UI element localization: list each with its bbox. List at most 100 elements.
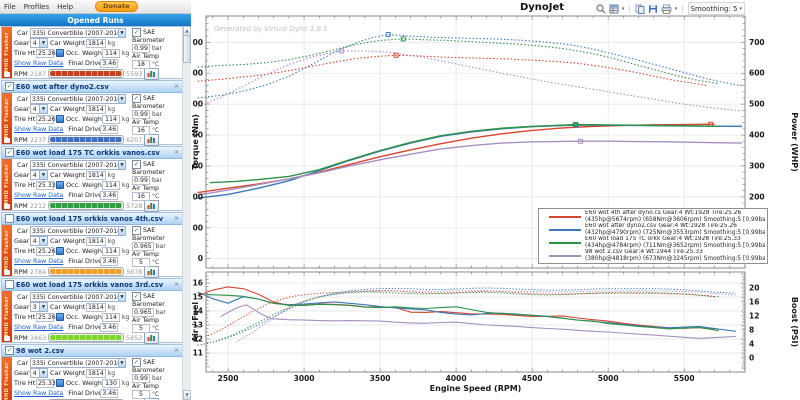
occ-weight-field[interactable]: 114 <box>102 48 120 58</box>
table-icon[interactable] <box>609 4 619 14</box>
tire-ht-field[interactable]: 25.26 <box>36 312 56 322</box>
sae-checkbox[interactable]: ✓ <box>132 358 141 367</box>
occ-weight-field[interactable]: 114 <box>102 246 120 256</box>
show-raw-data-link[interactable]: Show Raw Data <box>14 257 64 265</box>
gear-select[interactable]: 4 ▼ <box>30 38 48 48</box>
final-drive-field[interactable]: 3.46 <box>100 190 119 200</box>
car-weight-field[interactable]: 1814 <box>86 236 106 246</box>
occ-weight-field[interactable]: 114 <box>102 114 120 124</box>
occ-weight-field[interactable]: 114 <box>102 312 120 322</box>
close-icon[interactable]: ✕ <box>173 83 179 90</box>
menu-profiles[interactable]: Profiles <box>23 2 50 11</box>
mhd-flasher-ad[interactable]: MHD Flasher <box>2 225 12 276</box>
rpm-range-slider[interactable] <box>48 267 125 276</box>
mhd-flasher-ad[interactable]: MHD Flasher <box>2 93 12 144</box>
gear-select[interactable]: 4 ▼ <box>30 104 48 114</box>
smoothing-dropdown[interactable]: Smoothing: 5 ▾ <box>687 2 745 15</box>
print-dropdown-icon[interactable]: ▾ <box>674 5 678 12</box>
run-panel-titlebar[interactable]: ✓ E60 wot load 175 TC orkkis vanos.csv ✕ <box>2 147 182 159</box>
run-panel-titlebar[interactable]: ✓ E60 wot after dyno2.csv ✕ <box>2 81 182 93</box>
mhd-flasher-ad[interactable]: MHD Flasher <box>2 357 12 400</box>
show-raw-data-link[interactable]: Show Raw Data <box>14 389 64 397</box>
occ-weight-field[interactable]: 114 <box>102 180 120 190</box>
copy-icon[interactable] <box>635 4 645 14</box>
occ-weight-field[interactable]: 130 <box>102 378 120 388</box>
final-drive-field[interactable]: 3.46 <box>100 388 119 398</box>
mhd-flasher-ad[interactable]: MHD Flasher <box>2 27 12 78</box>
rpm-range-slider[interactable] <box>48 135 125 144</box>
barometer-field[interactable]: 0.99 <box>132 374 150 383</box>
view-graph-button[interactable] <box>144 199 160 212</box>
close-icon[interactable]: ✕ <box>173 281 179 288</box>
close-icon[interactable]: ✕ <box>173 149 179 156</box>
menu-file[interactable]: File <box>4 2 16 11</box>
car-select[interactable]: 335i Convertible (2007-2010) [A▼ <box>30 292 126 302</box>
run-visibility-checkbox[interactable] <box>5 214 14 223</box>
sidebar-scrollbar[interactable]: ▲ ▼ <box>182 26 191 400</box>
scroll-down-icon[interactable]: ▼ <box>183 390 191 400</box>
scrollbar-thumb[interactable] <box>183 35 191 63</box>
show-raw-data-link[interactable]: Show Raw Data <box>14 59 64 67</box>
run-panel-titlebar[interactable]: E60 wot load 175 orkkis vanos 4th.csv ✕ <box>2 213 182 225</box>
barometer-field[interactable]: 0.965 <box>132 242 154 251</box>
car-select[interactable]: 335i Convertible (2007-2010) [A▼ <box>30 358 126 368</box>
final-drive-field[interactable]: 3.46 <box>100 58 119 68</box>
air-temp-field[interactable]: 18 <box>132 60 150 69</box>
tire-calc-icon[interactable] <box>56 379 64 387</box>
final-drive-field[interactable]: 3.46 <box>100 124 119 134</box>
final-drive-field[interactable]: 3.46 <box>100 256 119 266</box>
tire-ht-field[interactable]: 25.33 <box>36 180 56 190</box>
tire-calc-icon[interactable] <box>56 115 64 123</box>
gear-select[interactable]: 4 ▼ <box>30 368 48 378</box>
barometer-field[interactable]: 0.99 <box>132 176 150 185</box>
barometer-field[interactable]: 0.965 <box>132 308 154 317</box>
air-temp-field[interactable]: 16 <box>132 126 150 135</box>
sae-checkbox[interactable]: ✓ <box>132 226 141 235</box>
gear-select[interactable]: 4 ▼ <box>30 170 48 180</box>
tire-ht-field[interactable]: 25.26 <box>36 48 56 58</box>
print-icon[interactable] <box>661 4 672 14</box>
show-raw-data-link[interactable]: Show Raw Data <box>14 125 64 133</box>
barometer-field[interactable]: 0.99 <box>132 44 150 53</box>
tire-calc-icon[interactable] <box>56 181 64 189</box>
rpm-range-slider[interactable] <box>48 201 125 210</box>
gear-select[interactable]: 4 ▼ <box>30 236 48 246</box>
close-icon[interactable]: ✕ <box>173 215 179 222</box>
view-graph-button[interactable] <box>144 331 160 344</box>
sae-checkbox[interactable]: ✓ <box>132 94 141 103</box>
run-visibility-checkbox[interactable] <box>5 280 14 289</box>
run-visibility-checkbox[interactable]: ✓ <box>5 148 14 157</box>
run-visibility-checkbox[interactable]: ✓ <box>5 346 14 355</box>
view-graph-button[interactable] <box>144 67 160 80</box>
air-temp-field[interactable]: 5 <box>132 324 150 333</box>
tire-ht-field[interactable]: 25.33 <box>36 378 56 388</box>
close-icon[interactable]: ✕ <box>173 347 179 354</box>
sae-checkbox[interactable]: ✓ <box>132 160 141 169</box>
view-graph-button[interactable] <box>144 265 160 278</box>
rpm-range-slider[interactable] <box>48 333 125 342</box>
car-weight-field[interactable]: 1814 <box>86 368 106 378</box>
view-graph-button[interactable] <box>144 133 160 146</box>
car-weight-field[interactable]: 1814 <box>86 170 106 180</box>
save-icon[interactable] <box>648 4 658 14</box>
sae-checkbox[interactable]: ✓ <box>132 28 141 37</box>
tire-ht-field[interactable]: 25.26 <box>36 246 56 256</box>
car-weight-field[interactable]: 1814 <box>86 104 106 114</box>
sae-checkbox[interactable]: ✓ <box>132 292 141 301</box>
donate-button[interactable]: Donate <box>95 1 138 12</box>
air-temp-field[interactable]: 5 <box>132 390 150 399</box>
show-raw-data-link[interactable]: Show Raw Data <box>14 191 64 199</box>
air-temp-field[interactable]: 16 <box>132 192 150 201</box>
tire-ht-field[interactable]: 25.26 <box>36 114 56 124</box>
run-panel-titlebar[interactable]: E60 wot load 175 orkkis vanos 3rd.csv ✕ <box>2 279 182 291</box>
run-panel-titlebar[interactable]: ✓ 98 wot 2.csv ✕ <box>2 345 182 357</box>
car-select[interactable]: 335i Convertible (2007-2010) [A▼ <box>30 28 126 38</box>
show-raw-data-link[interactable]: Show Raw Data <box>14 323 64 331</box>
car-select[interactable]: 335i Convertible (2007-2010) [A▼ <box>30 94 126 104</box>
tire-calc-icon[interactable] <box>56 247 64 255</box>
car-weight-field[interactable]: 1814 <box>86 302 106 312</box>
barometer-field[interactable]: 0.99 <box>132 110 150 119</box>
gear-select[interactable]: 3 ▼ <box>30 302 48 312</box>
table-dropdown-icon[interactable]: ▾ <box>621 5 625 12</box>
car-select[interactable]: 335i Convertible (2007-2010) [A▼ <box>30 226 126 236</box>
